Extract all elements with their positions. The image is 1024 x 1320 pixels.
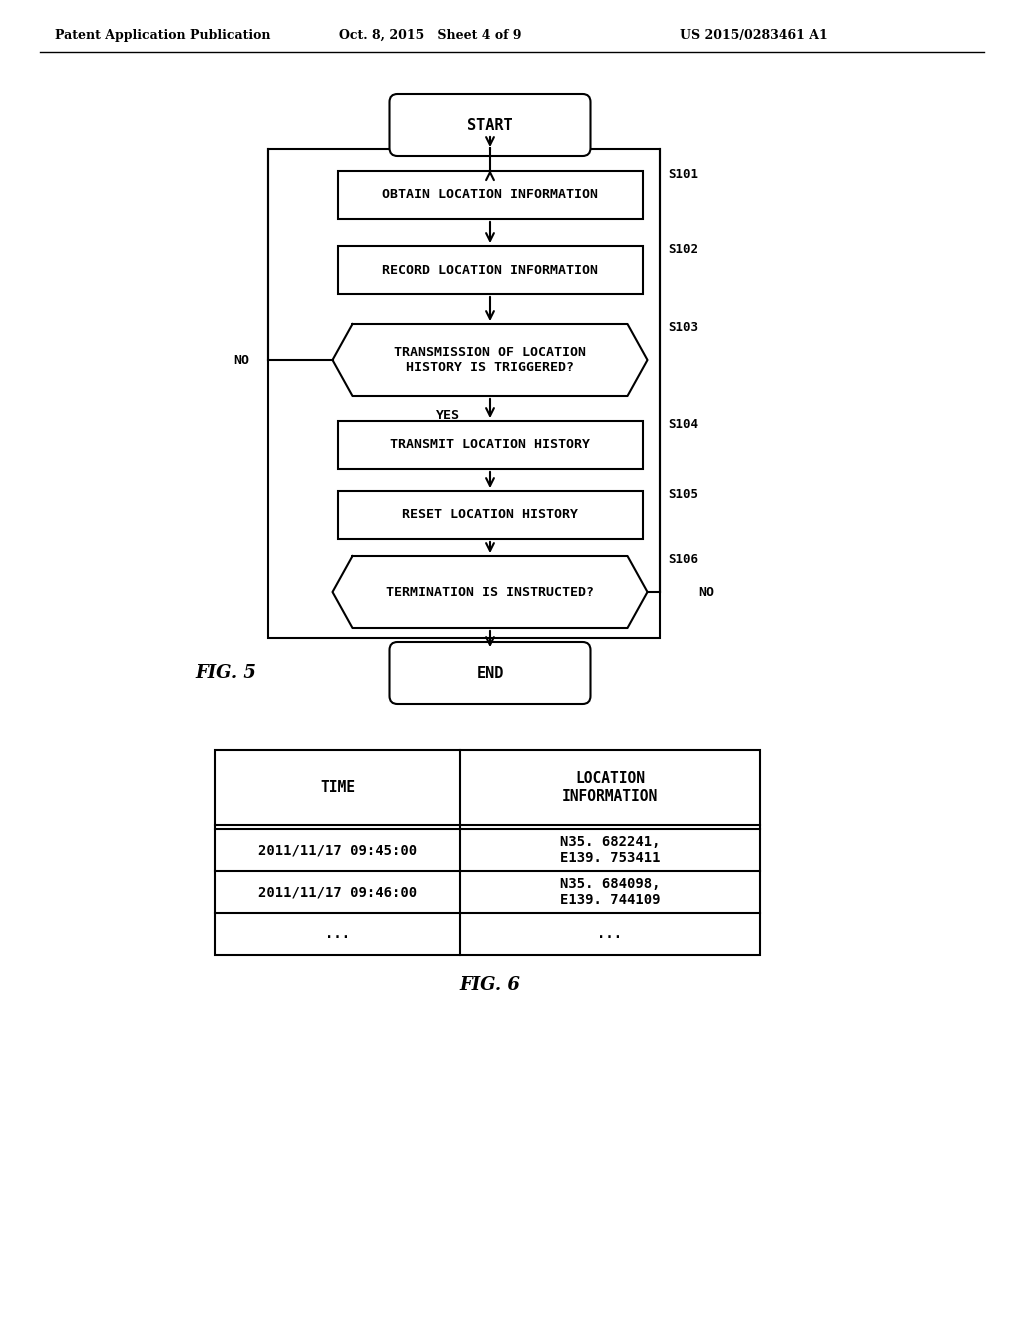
Text: RESET LOCATION HISTORY: RESET LOCATION HISTORY (402, 508, 578, 521)
Text: S106: S106 (668, 553, 698, 566)
Text: Oct. 8, 2015   Sheet 4 of 9: Oct. 8, 2015 Sheet 4 of 9 (339, 29, 521, 41)
Text: S101: S101 (668, 168, 698, 181)
Bar (338, 246, 642, 294)
Text: Patent Application Publication: Patent Application Publication (55, 29, 270, 41)
Text: 2011/11/17 09:45:00: 2011/11/17 09:45:00 (258, 843, 417, 857)
Text: S103: S103 (668, 321, 698, 334)
Text: N35. 684098,
E139. 744109: N35. 684098, E139. 744109 (560, 876, 660, 907)
Text: START: START (467, 117, 513, 132)
Text: ...: ... (597, 927, 623, 941)
Text: YES: YES (436, 642, 460, 653)
Bar (338, 172, 642, 219)
Text: US 2015/0283461 A1: US 2015/0283461 A1 (680, 29, 827, 41)
Text: 2011/11/17 09:46:00: 2011/11/17 09:46:00 (258, 884, 417, 899)
Text: NO: NO (698, 586, 714, 598)
Text: ...: ... (325, 927, 350, 941)
Text: OBTAIN LOCATION INFORMATION: OBTAIN LOCATION INFORMATION (382, 189, 598, 202)
Text: YES: YES (436, 409, 460, 422)
Bar (268, 149, 660, 638)
FancyBboxPatch shape (389, 94, 591, 156)
Text: NO: NO (233, 354, 249, 367)
Text: N35. 682241,
E139. 753411: N35. 682241, E139. 753411 (560, 836, 660, 865)
Bar (338, 421, 642, 469)
Text: TRANSMISSION OF LOCATION
HISTORY IS TRIGGERED?: TRANSMISSION OF LOCATION HISTORY IS TRIG… (394, 346, 586, 374)
FancyBboxPatch shape (389, 642, 591, 704)
Bar (338, 491, 642, 539)
Text: TERMINATION IS INSTRUCTED?: TERMINATION IS INSTRUCTED? (386, 586, 594, 598)
Text: TRANSMIT LOCATION HISTORY: TRANSMIT LOCATION HISTORY (390, 438, 590, 451)
Text: END: END (476, 665, 504, 681)
Bar (215, 750, 760, 954)
Text: FIG. 5: FIG. 5 (195, 664, 256, 682)
Text: S104: S104 (668, 418, 698, 432)
Text: RECORD LOCATION INFORMATION: RECORD LOCATION INFORMATION (382, 264, 598, 276)
Text: S102: S102 (668, 243, 698, 256)
Text: TIME: TIME (319, 780, 355, 795)
Text: FIG. 6: FIG. 6 (460, 975, 520, 994)
Polygon shape (333, 556, 647, 628)
Text: LOCATION
INFORMATION: LOCATION INFORMATION (562, 771, 658, 804)
Text: S105: S105 (668, 488, 698, 502)
Polygon shape (333, 323, 647, 396)
